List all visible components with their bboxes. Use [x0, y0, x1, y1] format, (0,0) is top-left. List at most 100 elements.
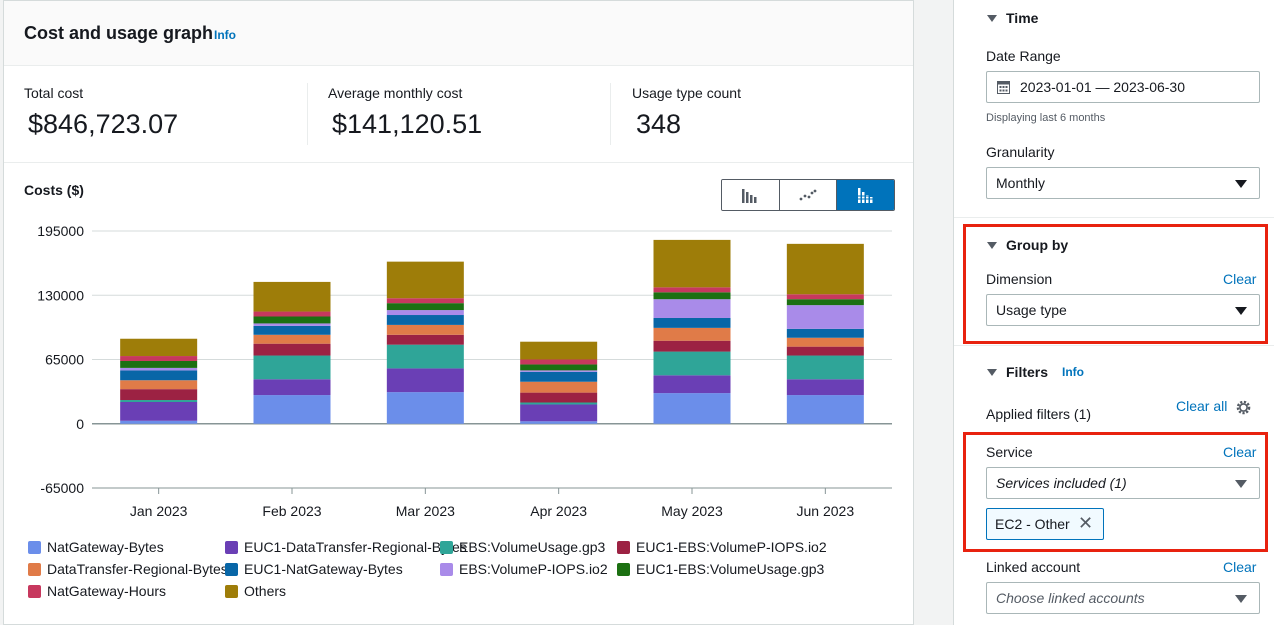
date-range-hint: Displaying last 6 months	[986, 112, 1106, 124]
remove-token-close-icon[interactable]: ✕	[1078, 513, 1094, 533]
bar-segment	[120, 367, 198, 371]
legend-label: NatGateway-Bytes	[47, 539, 164, 555]
legend-item[interactable]: DataTransfer-Regional-Bytes	[28, 561, 228, 577]
linked-account-label: Linked account	[986, 559, 1081, 575]
time-heading: Time	[1006, 10, 1039, 26]
legend-item[interactable]: EUC1-DataTransfer-Regional-Bytes	[225, 539, 467, 555]
bar-segment	[786, 305, 864, 329]
dimension-select[interactable]: Usage type	[986, 294, 1260, 326]
legend-item[interactable]: EUC1-EBS:VolumeUsage.gp3	[617, 561, 824, 577]
clear-all-link[interactable]: Clear all	[1176, 398, 1228, 414]
bar-segment	[120, 402, 198, 421]
service-multiselect[interactable]: Services included (1)	[986, 467, 1260, 499]
date-range-input[interactable]: 2023-01-01 — 2023-06-30	[986, 71, 1260, 103]
linked-account-select[interactable]: Choose linked accounts	[986, 582, 1260, 614]
service-value: Services included (1)	[996, 475, 1127, 491]
bar-segment	[786, 243, 864, 295]
legend-item[interactable]: NatGateway-Hours	[28, 583, 166, 599]
x-tick-label: Feb 2023	[262, 503, 321, 519]
legend-item[interactable]: EBS:VolumeUsage.gp3	[440, 539, 605, 555]
calendar-icon	[997, 81, 1010, 94]
bar-segment	[786, 379, 864, 396]
legend-label: EBS:VolumeUsage.gp3	[459, 539, 606, 555]
bar-segment	[386, 315, 464, 325]
bar-segment	[653, 299, 731, 318]
service-token-label: EC2 - Other	[995, 516, 1070, 532]
legend-item[interactable]: NatGateway-Bytes	[28, 539, 164, 555]
bar-segment	[653, 375, 731, 394]
legend-label: EUC1-DataTransfer-Regional-Bytes	[244, 539, 467, 555]
chart-type-toggle	[721, 179, 895, 211]
stat-label: Total cost	[24, 85, 84, 101]
filters-info-link[interactable]: Info	[1062, 365, 1085, 379]
bar-segment	[120, 400, 198, 403]
bar-segment	[520, 404, 598, 422]
stacked-bar-chart-button[interactable]	[837, 180, 894, 210]
bar-segment	[120, 356, 198, 361]
gear-icon[interactable]	[1235, 399, 1252, 416]
bar-chart-icon	[742, 189, 757, 203]
service-filter-highlight	[963, 432, 1268, 552]
bar-segment	[120, 389, 198, 401]
bar-segment	[786, 337, 864, 347]
line-chart-button[interactable]	[779, 180, 838, 210]
bar-segment	[253, 311, 331, 317]
bar-segment	[386, 344, 464, 369]
bar-segment	[786, 346, 864, 356]
bar-segment	[120, 360, 198, 368]
group-by-heading: Group by	[1006, 237, 1069, 253]
bar-chart-button[interactable]	[722, 180, 780, 210]
bar-segment	[253, 334, 331, 344]
legend-item[interactable]: EBS:VolumeP-IOPS.io2	[440, 561, 608, 577]
bar-segment	[653, 393, 731, 424]
bar-segment	[120, 420, 198, 424]
bar-segment	[386, 298, 464, 304]
legend-swatch	[440, 562, 453, 576]
x-tick-label: May 2023	[661, 503, 723, 519]
bar-segment	[520, 402, 598, 405]
granularity-value: Monthly	[996, 175, 1046, 191]
legend-swatch	[225, 584, 238, 598]
bar-segment	[386, 324, 464, 335]
service-clear-link[interactable]: Clear	[1223, 444, 1257, 460]
dropdown-arrow-icon	[1235, 307, 1247, 315]
bar-segment	[653, 239, 731, 288]
info-link[interactable]: Info	[214, 28, 236, 42]
bar-segment	[520, 371, 598, 382]
dropdown-arrow-icon	[1235, 595, 1247, 603]
bar-segment	[520, 381, 598, 393]
stat-divider	[610, 83, 611, 145]
bar-segment	[786, 355, 864, 380]
time-section-toggle[interactable]: Time	[987, 10, 1038, 26]
bar-segment	[786, 299, 864, 306]
legend-item[interactable]: Others	[225, 583, 286, 599]
bar-segment	[520, 341, 598, 360]
section-divider	[954, 345, 1274, 346]
bar-segment	[653, 340, 731, 352]
legend-swatch	[225, 562, 238, 576]
y-tick-label: 65000	[45, 352, 84, 368]
stat-value: 348	[636, 109, 682, 139]
bar-segment	[253, 323, 331, 326]
y-tick-label: 195000	[37, 223, 84, 239]
stat-label: Average monthly cost	[328, 85, 463, 101]
bar-segment	[386, 303, 464, 311]
bar-segment	[653, 287, 731, 293]
legend-label: NatGateway-Hours	[47, 583, 167, 599]
caret-down-icon	[987, 14, 997, 22]
linked-account-clear-link[interactable]: Clear	[1223, 559, 1257, 575]
legend-item[interactable]: EUC1-EBS:VolumeP-IOPS.io2	[617, 539, 827, 555]
legend-item[interactable]: EUC1-NatGateway-Bytes	[225, 561, 403, 577]
granularity-select[interactable]: Monthly	[986, 167, 1260, 199]
filters-section-toggle[interactable]: Filters Info	[987, 364, 1084, 380]
y-tick-label: 0	[76, 416, 84, 432]
legend-swatch	[225, 540, 238, 554]
caret-down-icon	[987, 241, 997, 249]
group-by-section-toggle[interactable]: Group by	[987, 237, 1068, 253]
y-tick-label: -65000	[40, 480, 84, 496]
bar-segment	[253, 316, 331, 324]
bar-segment	[386, 392, 464, 424]
dimension-clear-link[interactable]: Clear	[1223, 271, 1257, 287]
bar-segment	[520, 359, 598, 365]
bar-segment	[520, 392, 598, 403]
